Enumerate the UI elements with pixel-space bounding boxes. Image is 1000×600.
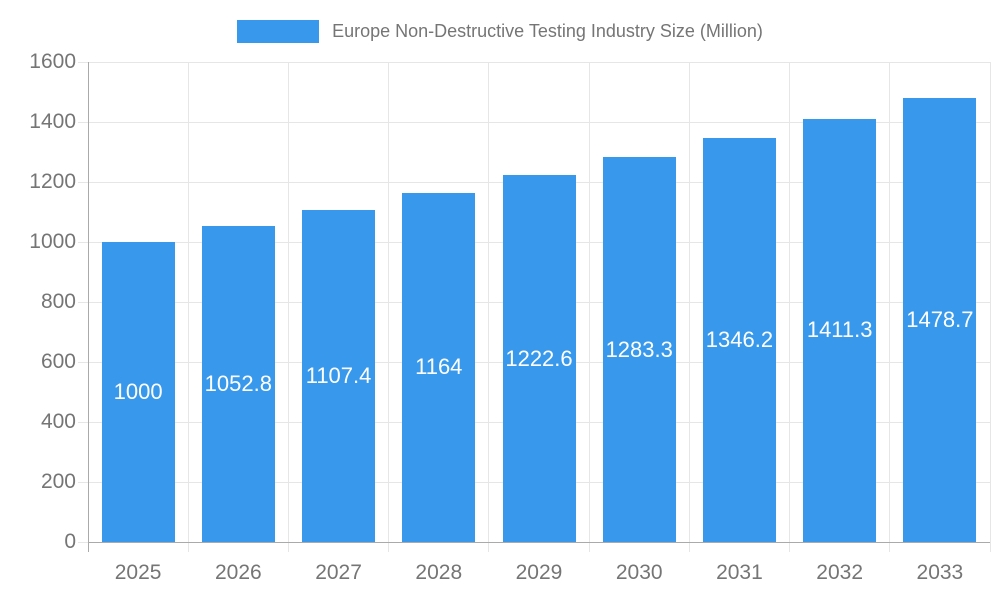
x-axis-tick-label: 2033: [916, 561, 964, 584]
x-gridline: [688, 62, 690, 552]
y-axis-line: [87, 62, 89, 552]
bar[interactable]: [101, 242, 175, 542]
bar-value-label: 1411.3: [806, 317, 873, 343]
x-axis-tick-label: 2028: [415, 561, 463, 584]
x-gridline: [588, 62, 590, 552]
y-gridline: [78, 61, 990, 63]
y-axis-tick-label: 0: [64, 530, 76, 553]
x-axis-tick-label: 2029: [515, 561, 563, 584]
legend-swatch[interactable]: [237, 20, 320, 43]
x-axis-line: [88, 541, 990, 543]
bar-value-label: 1478.7: [906, 307, 974, 333]
bar-value-label: 1107.4: [305, 362, 372, 388]
y-axis-tick-label: 1400: [29, 110, 76, 133]
y-axis-tick-label: 800: [40, 290, 76, 313]
x-axis-tick-label: 2026: [214, 561, 262, 584]
bar[interactable]: [201, 226, 275, 542]
chart-legend[interactable]: Europe Non-Destructive Testing Industry …: [0, 20, 1000, 43]
bar[interactable]: [602, 157, 676, 542]
bar-value-label: 1283.3: [605, 336, 673, 362]
y-axis-tick-label: 600: [40, 350, 76, 373]
y-axis-tick-label: 400: [40, 410, 76, 433]
x-gridline: [187, 62, 189, 552]
y-gridline: [78, 121, 990, 123]
x-gridline: [287, 62, 289, 552]
y-axis-tick-label: 1200: [29, 170, 76, 193]
bar[interactable]: [903, 98, 977, 542]
chart-title: Europe Non-Destructive Testing Industry …: [332, 21, 763, 41]
bar[interactable]: [803, 118, 877, 542]
bar-value-label: 1222.6: [505, 345, 573, 371]
x-gridline: [989, 62, 991, 552]
x-gridline: [388, 62, 390, 552]
y-axis-tick-label: 1000: [29, 230, 76, 253]
x-axis-tick-label: 2032: [816, 561, 864, 584]
x-axis-tick-label: 2025: [114, 561, 162, 584]
bar[interactable]: [302, 209, 376, 542]
x-gridline: [789, 62, 791, 552]
bar-value-label: 1000: [113, 379, 163, 404]
y-axis-tick-label: 200: [40, 470, 76, 493]
bar-value-label: 1052.8: [204, 371, 272, 397]
x-axis-tick-label: 2030: [615, 561, 663, 584]
bar[interactable]: [702, 138, 776, 542]
x-axis-tick-label: 2027: [315, 561, 362, 584]
x-axis-tick-label: 2031: [716, 561, 763, 584]
x-gridline: [889, 62, 891, 552]
x-gridline: [488, 62, 490, 552]
bar[interactable]: [402, 192, 476, 542]
bar[interactable]: [502, 175, 576, 542]
bar-value-label: 1164: [415, 354, 463, 380]
bar-value-label: 1346.2: [705, 327, 774, 353]
y-axis-tick-label: 1600: [29, 50, 76, 73]
